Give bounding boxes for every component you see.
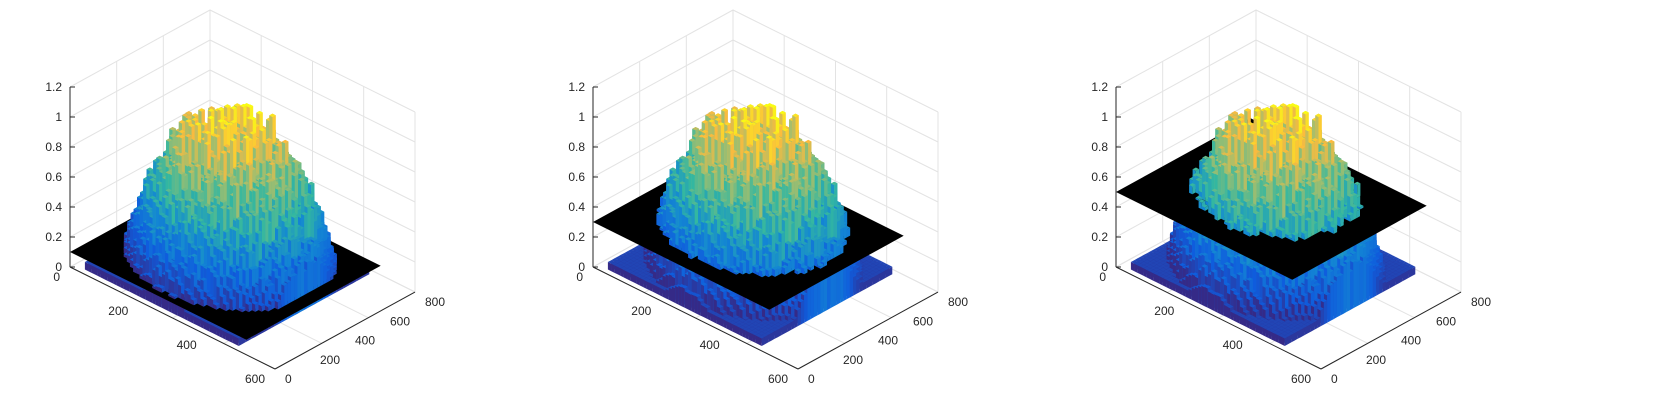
surface-plot-1: 0 0.2 0.4 0.6 0.8 1 1.2 0 200 400 600 0 200 400 600 800 <box>0 0 560 420</box>
grid-line-z <box>69 9 416 113</box>
grid-line-z <box>69 69 416 173</box>
grid-line-z <box>69 99 416 203</box>
grid-line-z <box>69 39 416 143</box>
